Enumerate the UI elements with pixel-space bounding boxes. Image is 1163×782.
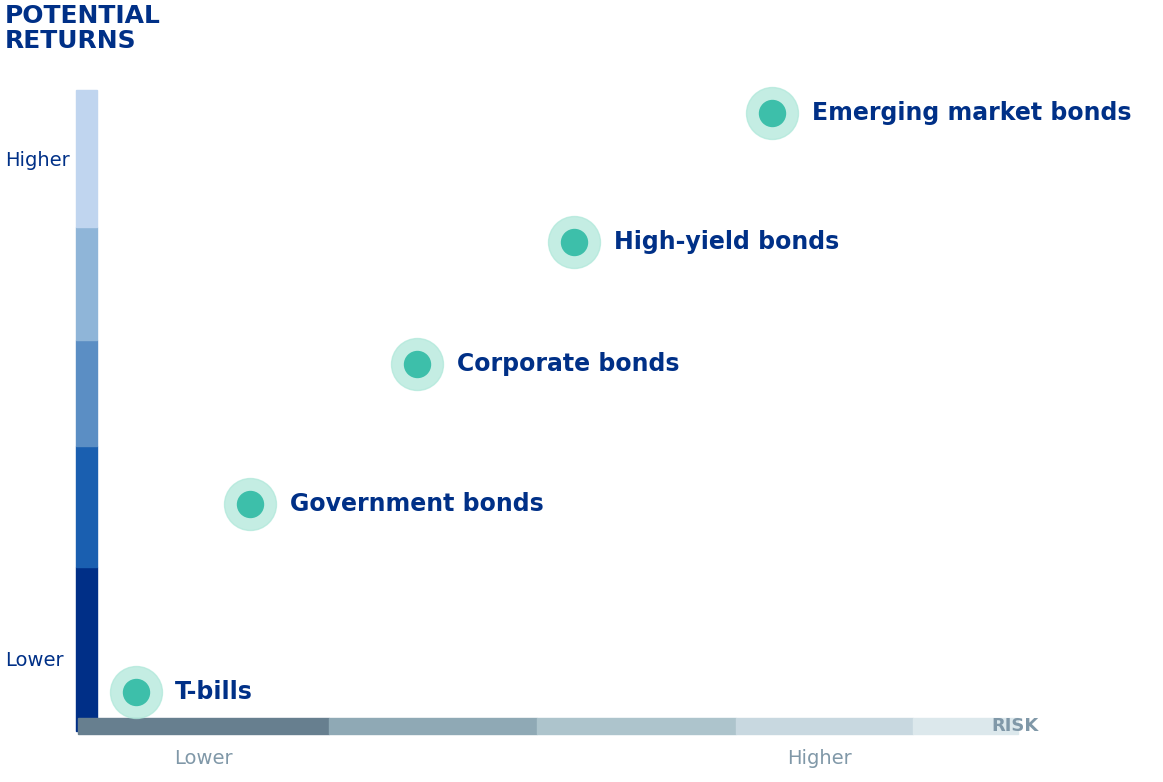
Text: Government bonds: Government bonds: [290, 493, 544, 516]
Bar: [77, 227, 97, 340]
Bar: [77, 567, 97, 731]
Bar: [77, 340, 97, 446]
Point: [241, 498, 259, 511]
Bar: [913, 718, 1018, 734]
Text: Higher: Higher: [5, 151, 70, 170]
Point: [565, 236, 584, 249]
Text: Higher: Higher: [787, 749, 851, 768]
Text: Lower: Lower: [174, 749, 233, 768]
Bar: [329, 718, 537, 734]
Text: POTENTIAL
RETURNS: POTENTIAL RETURNS: [5, 4, 162, 53]
Text: High-yield bonds: High-yield bonds: [614, 231, 839, 254]
Bar: [736, 718, 913, 734]
Bar: [77, 446, 97, 567]
Point: [408, 357, 427, 370]
Bar: [77, 90, 97, 227]
Point: [127, 686, 145, 698]
Text: Emerging market bonds: Emerging market bonds: [812, 102, 1132, 125]
Bar: [537, 718, 736, 734]
Bar: [78, 718, 329, 734]
Point: [565, 236, 584, 249]
Text: T-bills: T-bills: [176, 680, 254, 704]
Text: RISK: RISK: [991, 717, 1039, 736]
Text: Corporate bonds: Corporate bonds: [457, 352, 679, 375]
Point: [763, 107, 782, 120]
Text: Lower: Lower: [5, 651, 64, 670]
Point: [241, 498, 259, 511]
Point: [763, 107, 782, 120]
Point: [127, 686, 145, 698]
Point: [408, 357, 427, 370]
